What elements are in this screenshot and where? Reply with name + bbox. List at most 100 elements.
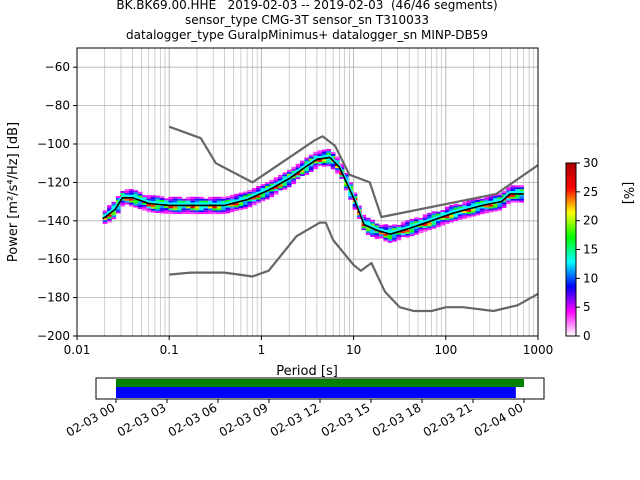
heatmap-cell [378, 232, 384, 235]
heatmap-cell [291, 168, 296, 171]
heatmap-cell [400, 235, 406, 238]
heatmap-cell [493, 203, 498, 206]
heatmap-cell [383, 228, 389, 230]
heatmap-cell [335, 160, 340, 163]
heatmap-cell [229, 206, 235, 209]
heatmap-cell [190, 200, 196, 203]
heatmap-cell [365, 217, 371, 220]
heatmap-cell [225, 197, 231, 200]
heatmap-cell [383, 226, 389, 229]
heatmap-cell [207, 210, 213, 213]
heatmap-cell [243, 206, 248, 209]
heatmap-cell [304, 157, 310, 160]
heatmap-cell [510, 194, 516, 197]
heatmap-cell [168, 196, 174, 199]
heatmap-cell [129, 189, 134, 192]
y-tick-label: −80 [45, 99, 70, 113]
heatmap-cell [457, 212, 463, 215]
heatmap-cell [313, 163, 318, 166]
heatmap-cell [370, 221, 375, 224]
heatmap-cell [229, 204, 235, 207]
heatmap-cell [286, 185, 292, 188]
heatmap-cell [177, 212, 182, 215]
heatmap-cell [186, 196, 191, 199]
heatmap-cell [111, 205, 117, 208]
heatmap-cell [115, 196, 121, 198]
heatmap-cell [414, 230, 419, 233]
heatmap-cell [431, 220, 437, 223]
heatmap-cell [273, 186, 279, 189]
heatmap-cell [212, 198, 218, 201]
heatmap-cell [370, 233, 375, 236]
heatmap-cell [497, 202, 503, 205]
heatmap-cell [453, 203, 459, 206]
heatmap-cell [102, 222, 108, 224]
heatmap-cell [186, 212, 191, 215]
heatmap-cell [493, 207, 498, 210]
heatmap-cell [317, 150, 323, 153]
heatmap-cell [383, 233, 389, 236]
heatmap-cell [457, 218, 463, 220]
heatmap-cell [308, 154, 314, 157]
colorbar-tick-label: 10 [583, 271, 598, 285]
heatmap-cell [150, 208, 156, 211]
heatmap-cell [238, 208, 244, 210]
heatmap-cell [146, 204, 152, 207]
heatmap-cell [181, 212, 187, 215]
heatmap-cell [291, 182, 296, 185]
heatmap-cell [150, 199, 156, 202]
heatmap-cell [177, 206, 182, 209]
heatmap-cell [295, 173, 301, 176]
heatmap-cell [326, 150, 332, 153]
y-tick-label: −200 [37, 329, 70, 343]
heatmap-cell [260, 184, 266, 186]
heatmap-cell [506, 190, 511, 193]
heatmap-cell [361, 214, 367, 217]
heatmap-cell [449, 214, 454, 217]
heatmap-cell [330, 167, 336, 170]
heatmap-cell [190, 212, 196, 215]
heatmap-cell [405, 233, 410, 236]
heatmap-cell [186, 210, 191, 213]
heatmap-cell [111, 213, 117, 216]
heatmap-cell [427, 226, 432, 229]
heatmap-cell [444, 206, 450, 209]
heatmap-cell [273, 192, 279, 195]
heatmap-cell [300, 164, 305, 167]
heatmap-cell [493, 198, 498, 200]
heatmap-cell [339, 165, 345, 168]
heatmap-cell [488, 198, 494, 201]
heatmap-cell [519, 194, 525, 197]
y-tick-label: −120 [37, 175, 70, 189]
heatmap-cell [370, 219, 375, 222]
heatmap-cell [392, 237, 397, 240]
heatmap-cell [111, 201, 117, 204]
heatmap-cell [159, 207, 165, 210]
heatmap-cell [282, 187, 288, 190]
heatmap-cell [510, 196, 516, 199]
heatmap-cell [120, 200, 125, 203]
heatmap-cell [164, 208, 169, 210]
heatmap-cell [405, 231, 410, 234]
heatmap-cell [466, 215, 472, 218]
y-tick-label: −100 [37, 137, 70, 151]
heatmap-cell [291, 176, 296, 179]
heatmap-cell [414, 221, 419, 224]
heatmap-cell [317, 163, 323, 166]
heatmap-cell [405, 229, 410, 232]
heatmap-cell [471, 210, 476, 213]
heatmap-cell [102, 212, 108, 215]
heatmap-cell [291, 166, 296, 169]
heatmap-cell [519, 196, 525, 199]
heatmap-cell [321, 159, 327, 162]
heatmap-cell [137, 203, 143, 206]
heatmap-cell [199, 212, 204, 215]
heatmap-cell [216, 212, 222, 215]
mean-curve [102, 154, 524, 234]
heatmap-cell [238, 192, 244, 195]
heatmap-cell [396, 238, 402, 241]
heatmap-cell [146, 208, 152, 211]
heatmap-cell [506, 196, 511, 199]
y-axis: −60 −80 −100 −120 −140 −160 −180 −200 [37, 60, 77, 343]
heatmap-cell [488, 204, 494, 207]
